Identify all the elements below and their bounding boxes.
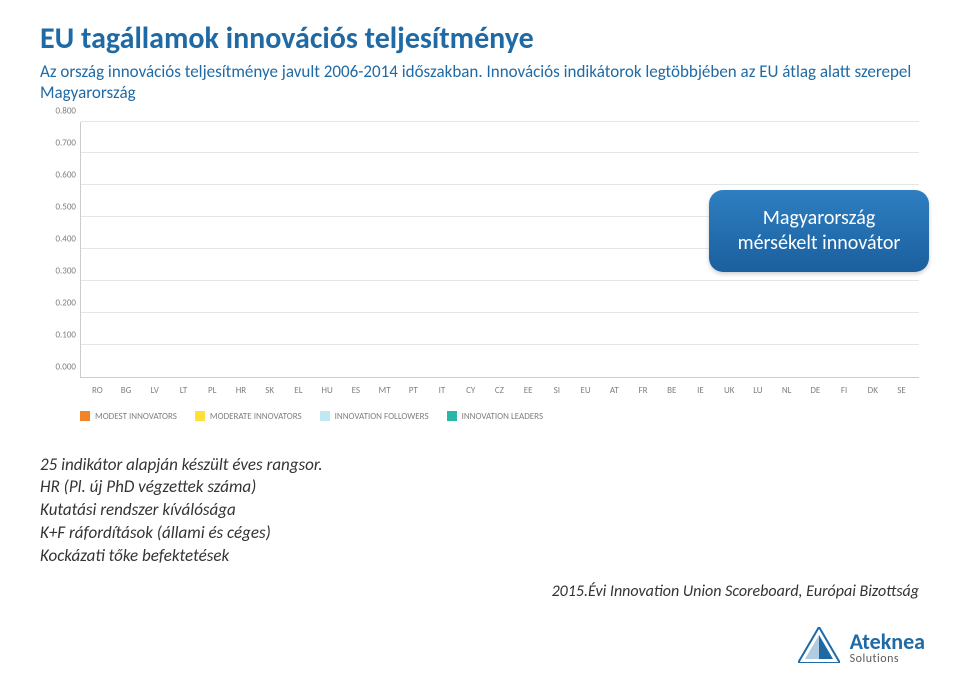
x-label: AT <box>601 385 628 396</box>
y-tick: 0.100 <box>55 329 76 340</box>
y-tick: 0.600 <box>55 169 76 180</box>
x-axis-labels: ROBGLVLTPLHRSKELHUESMTPTITCYCZEESIEUATFR… <box>80 385 919 396</box>
x-label: CZ <box>486 385 513 396</box>
legend-swatch <box>80 411 90 421</box>
legend-label: MODEST INNOVATORS <box>95 411 177 422</box>
y-tick: 0.700 <box>55 137 76 148</box>
x-label: HU <box>314 385 341 396</box>
legend-label: INNOVATION FOLLOWERS <box>335 411 429 422</box>
x-label: IE <box>687 385 714 396</box>
x-label: BE <box>658 385 685 396</box>
legend-label: INNOVATION LEADERS <box>462 411 544 422</box>
x-label: PT <box>400 385 427 396</box>
x-label: LU <box>745 385 772 396</box>
source-citation: 2015.Évi Innovation Union Scoreboard, Eu… <box>40 582 919 601</box>
x-label: FI <box>831 385 858 396</box>
logo-name: Ateknea <box>850 631 925 653</box>
body-line: Kutatási rendszer kíválósága <box>40 499 919 522</box>
callout-box: Magyarország mérsékelt innovátor <box>709 190 929 272</box>
x-label: PL <box>199 385 226 396</box>
page-subtitle: Az ország innovációs teljesítménye javul… <box>40 61 919 104</box>
body-line: K+F ráfordítások (állami és céges) <box>40 522 919 545</box>
grid-line <box>81 152 919 153</box>
grid-line <box>81 344 919 345</box>
x-label: RO <box>84 385 111 396</box>
legend-item-follower: INNOVATION FOLLOWERS <box>320 411 429 422</box>
body-line: Kockázati tőke befektetések <box>40 545 919 568</box>
grid-line <box>81 184 919 185</box>
body-line: HR (Pl. új PhD végzettek száma) <box>40 476 919 499</box>
x-label: DK <box>859 385 886 396</box>
y-tick: 0.400 <box>55 233 76 244</box>
x-label: EE <box>515 385 542 396</box>
x-label: EU <box>572 385 599 396</box>
legend-swatch <box>320 411 330 421</box>
brand-logo: Ateknea Solutions <box>798 627 925 668</box>
x-label: LT <box>170 385 197 396</box>
legend-item-modest: MODEST INNOVATORS <box>80 411 177 422</box>
chart-legend: MODEST INNOVATORS MODERATE INNOVATORS INNO… <box>80 411 919 422</box>
y-tick: 0.200 <box>55 297 76 308</box>
body-text: 25 indikátor alapján készült éves rangso… <box>40 454 919 569</box>
y-tick: 0.800 <box>55 105 76 116</box>
x-label: IT <box>429 385 456 396</box>
x-label: SK <box>256 385 283 396</box>
x-label: NL <box>773 385 800 396</box>
x-label: FR <box>630 385 657 396</box>
x-label: DE <box>802 385 829 396</box>
grid-line <box>81 312 919 313</box>
x-label: MT <box>371 385 398 396</box>
legend-swatch <box>195 411 205 421</box>
x-label: EL <box>285 385 312 396</box>
x-label: SE <box>888 385 915 396</box>
x-label: ES <box>342 385 369 396</box>
y-tick: 0.500 <box>55 201 76 212</box>
y-tick: 0.300 <box>55 265 76 276</box>
legend-label: MODERATE INNOVATORS <box>210 411 302 422</box>
body-line: 25 indikátor alapján készült éves rangso… <box>40 454 919 477</box>
x-label: UK <box>716 385 743 396</box>
callout-line-1: Magyarország <box>727 206 911 231</box>
logo-icon <box>798 627 840 668</box>
y-axis: 0.000 0.100 0.200 0.300 0.400 0.500 0.600 0.700… <box>40 122 80 378</box>
x-label: CY <box>457 385 484 396</box>
legend-swatch <box>447 411 457 421</box>
grid-line <box>81 121 919 122</box>
page-title: EU tagállamok innovációs teljesítménye <box>40 20 919 57</box>
legend-item-moderate: MODERATE INNOVATORS <box>195 411 302 422</box>
x-label: BG <box>113 385 140 396</box>
x-label: SI <box>544 385 571 396</box>
grid-line <box>81 280 919 281</box>
x-label: LV <box>141 385 168 396</box>
legend-item-leader: INNOVATION LEADERS <box>447 411 544 422</box>
y-tick: 0.000 <box>55 361 76 372</box>
x-label: HR <box>228 385 255 396</box>
callout-line-2: mérsékelt innovátor <box>727 231 911 256</box>
